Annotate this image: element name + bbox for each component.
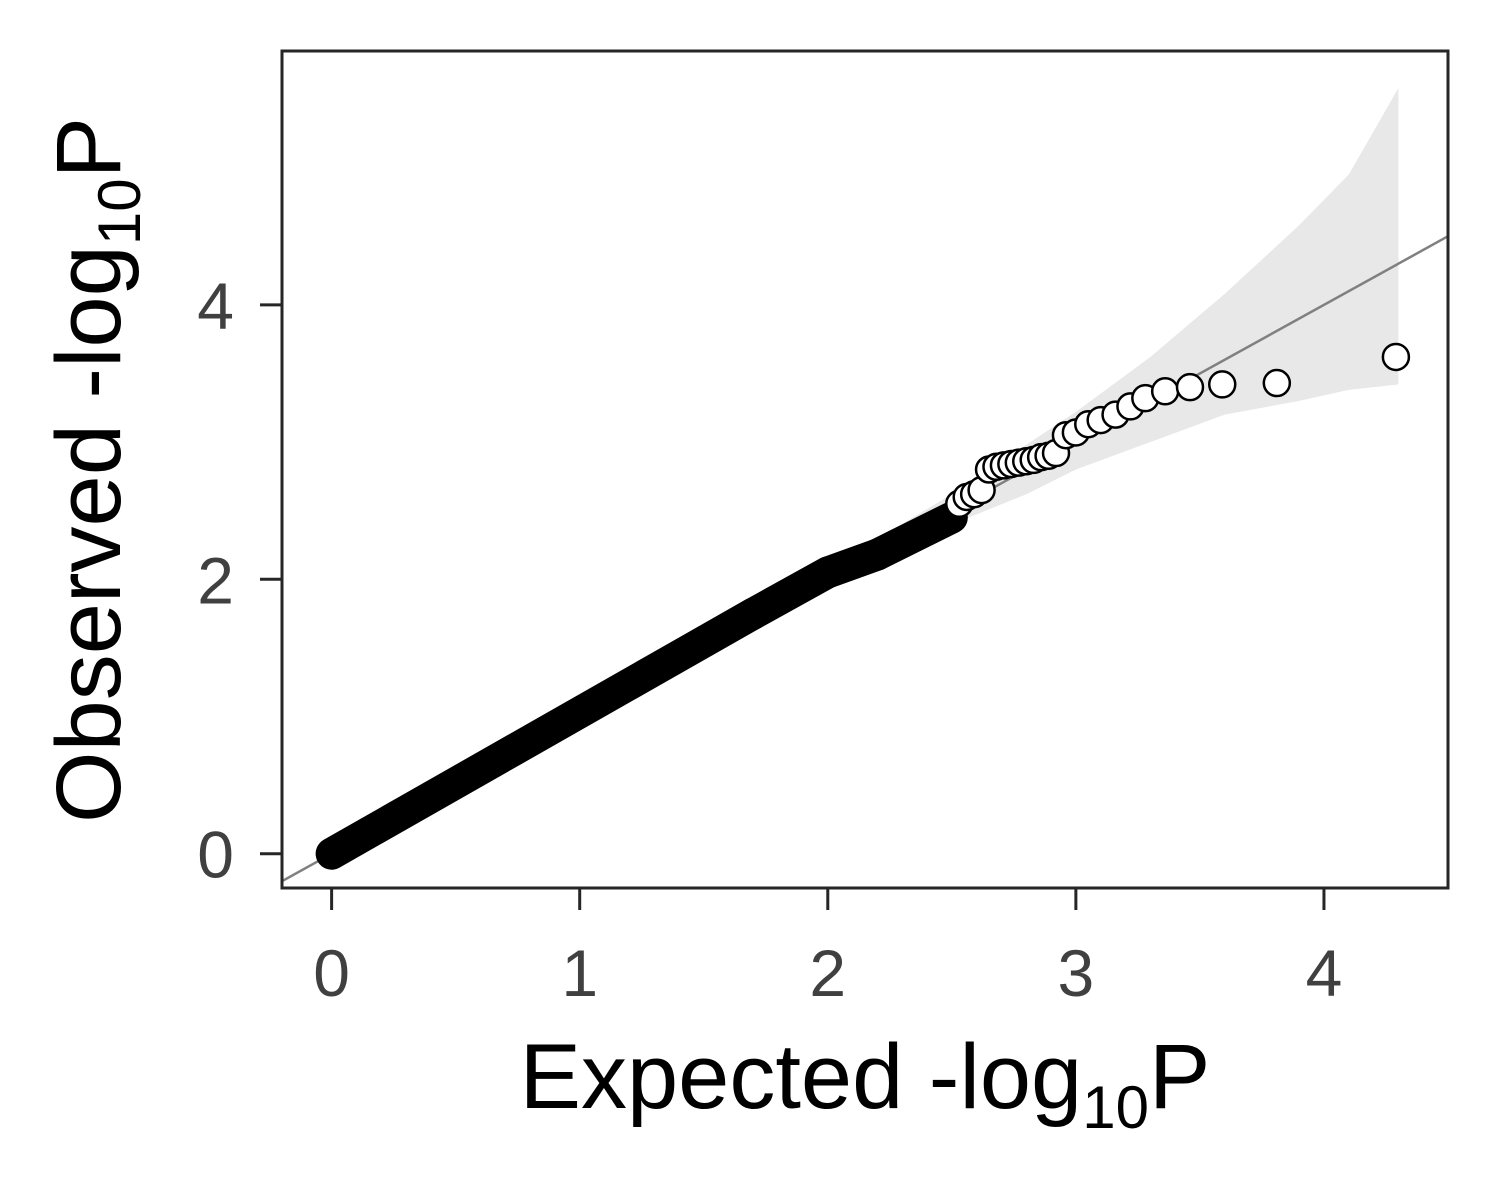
x-tick-label: 4 <box>1306 936 1343 1010</box>
points-group <box>945 342 1411 519</box>
y-axis-title-suffix: P <box>38 117 140 178</box>
y-tick-label: 2 <box>197 543 234 617</box>
y-axis-title-subscript: 10 <box>86 178 153 245</box>
x-axis-title-subscript: 10 <box>1082 1074 1149 1141</box>
x-axis-title-suffix: P <box>1149 1026 1210 1128</box>
plot-frame <box>280 49 1450 890</box>
y-axis-title: Observed -log10P <box>38 117 153 823</box>
data-point <box>1207 370 1237 399</box>
data-point <box>1150 377 1180 406</box>
dense-points-0 <box>315 597 770 870</box>
x-tick-label: 3 <box>1058 936 1095 1010</box>
y-axis-title-base: Observed -log <box>38 245 140 823</box>
data-point <box>1175 372 1205 402</box>
data-point <box>1262 368 1292 398</box>
y-tick-label: 4 <box>197 269 234 343</box>
dense-points-group <box>315 501 968 870</box>
dense-points-3 <box>861 501 968 571</box>
x-axis: 0 1 2 3 4 <box>313 888 1342 1010</box>
x-tick-label: 1 <box>561 936 598 1010</box>
x-axis-title: Expected -log10P <box>520 1026 1211 1141</box>
plot-area <box>282 88 1448 883</box>
y-axis: 0 2 4 <box>197 269 282 892</box>
x-tick-label: 2 <box>809 936 846 1010</box>
x-tick-label: 0 <box>313 936 350 1010</box>
x-axis-title-base: Expected -log <box>520 1026 1083 1128</box>
data-point <box>1381 342 1411 372</box>
y-tick-label: 0 <box>197 818 234 892</box>
confidence-band <box>331 88 1399 854</box>
